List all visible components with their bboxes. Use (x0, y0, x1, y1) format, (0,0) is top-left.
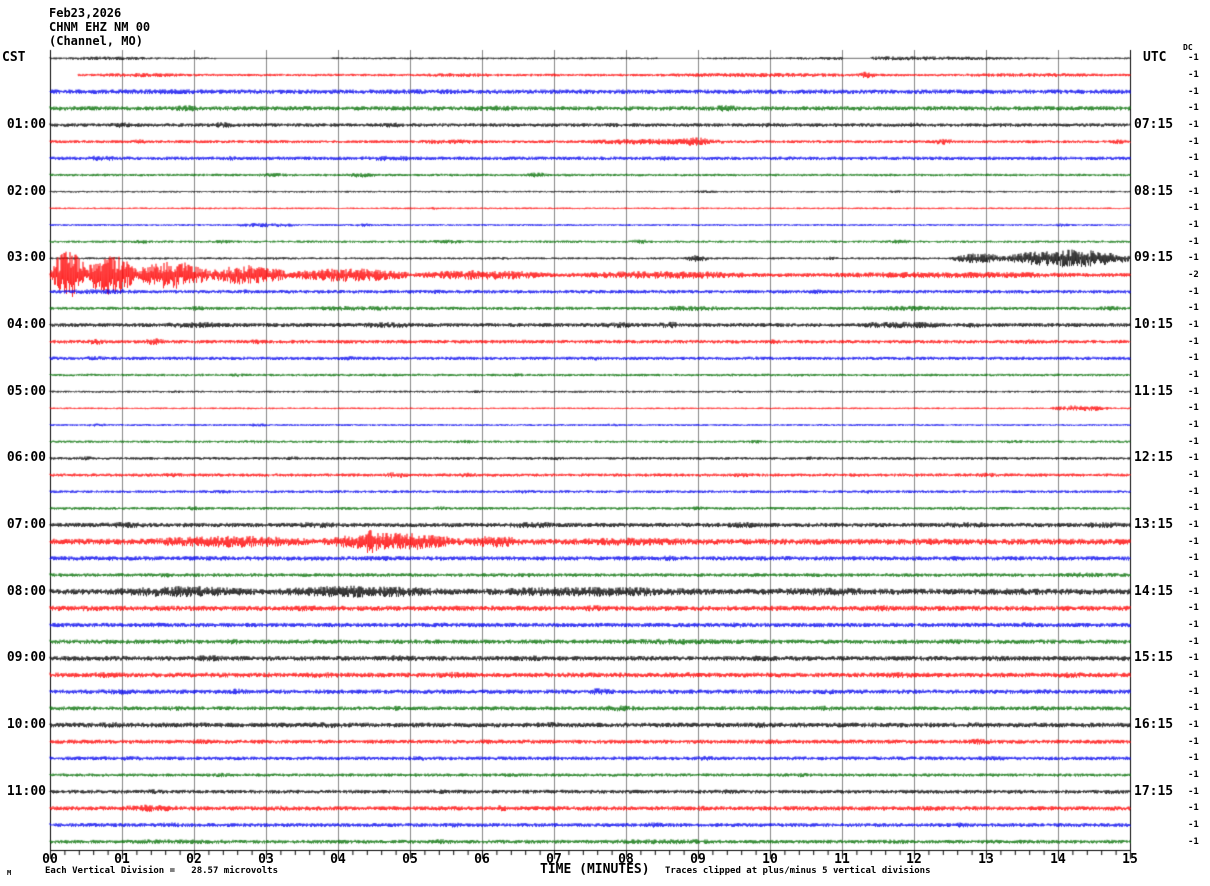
header-location: (Channel, MO) (49, 34, 143, 48)
x-axis-title: TIME (MINUTES) (540, 862, 650, 877)
x-tick-label: 12 (906, 852, 922, 867)
x-tick-label: 04 (330, 852, 346, 867)
right-time-label: 17:15 (1134, 784, 1174, 799)
dc-value: -1 (1188, 520, 1199, 530)
right-time-label: 14:15 (1134, 584, 1174, 599)
x-tick-label: 14 (1050, 852, 1066, 867)
dc-value: -1 (1188, 403, 1199, 413)
dc-header-label: DC (1183, 43, 1193, 52)
dc-value: -1 (1188, 170, 1199, 180)
dc-value: -1 (1188, 370, 1199, 380)
dc-value: -1 (1188, 703, 1199, 713)
left-time-label: 11:00 (6, 784, 46, 799)
scale-note: Each Vertical Division = 28.57 microvolt… (45, 866, 278, 876)
dc-value: -1 (1188, 503, 1199, 513)
x-tick-label: 00 (42, 852, 58, 867)
left-time-label: 07:00 (6, 517, 46, 532)
dc-value: -1 (1188, 453, 1199, 463)
dc-value: -1 (1188, 120, 1199, 130)
dc-value: -1 (1188, 487, 1199, 497)
x-tick-label: 13 (978, 852, 994, 867)
dc-value: -1 (1188, 653, 1199, 663)
dc-value: -1 (1188, 53, 1199, 63)
dc-value: -1 (1188, 337, 1199, 347)
left-time-label: 03:00 (6, 250, 46, 265)
dc-value: -1 (1188, 787, 1199, 797)
x-tick-label: 09 (690, 852, 706, 867)
header-station: CHNM EHZ NM 00 (49, 20, 151, 34)
dc-value: -1 (1188, 87, 1199, 97)
dc-value: -1 (1188, 187, 1199, 197)
x-tick-label: 08 (618, 852, 634, 867)
dc-value: -1 (1188, 437, 1199, 447)
dc-value: -1 (1188, 670, 1199, 680)
left-time-label: 10:00 (6, 717, 46, 732)
dc-value: -1 (1188, 753, 1199, 763)
left-time-label: 02:00 (6, 184, 46, 199)
dc-value: -1 (1188, 770, 1199, 780)
dc-value: -1 (1188, 553, 1199, 563)
right-time-label: 12:15 (1134, 450, 1174, 465)
x-tick-label: 06 (474, 852, 490, 867)
left-time-label: 04:00 (6, 317, 46, 332)
dc-value: -1 (1188, 820, 1199, 830)
dc-value: -1 (1188, 103, 1199, 113)
right-time-label: 13:15 (1134, 517, 1174, 532)
right-timezone-label: UTC (1143, 50, 1167, 65)
x-tick-label: 03 (258, 852, 274, 867)
dc-value: -1 (1188, 587, 1199, 597)
dc-value: -1 (1188, 803, 1199, 813)
header-date: Feb23,2026 (49, 6, 122, 20)
dc-value: -1 (1188, 320, 1199, 330)
x-tick-label: 01 (114, 852, 130, 867)
dc-value: -1 (1188, 537, 1199, 547)
dc-value: -1 (1188, 470, 1199, 480)
dc-value: -1 (1188, 203, 1199, 213)
dc-value: -1 (1188, 220, 1199, 230)
dc-value: -1 (1188, 303, 1199, 313)
right-time-label: 15:15 (1134, 650, 1174, 665)
x-tick-label: 02 (186, 852, 202, 867)
left-time-label: 09:00 (6, 650, 46, 665)
left-time-label: 06:00 (6, 450, 46, 465)
dc-value: -1 (1188, 570, 1199, 580)
dc-value: -1 (1188, 420, 1199, 430)
right-time-label: 09:15 (1134, 250, 1174, 265)
dc-value: -1 (1188, 720, 1199, 730)
x-tick-label: 10 (762, 852, 778, 867)
dc-value: -1 (1188, 237, 1199, 247)
x-tick-label: 07 (546, 852, 562, 867)
x-tick-label: 05 (402, 852, 418, 867)
left-time-label: 05:00 (6, 384, 46, 399)
left-time-label: 08:00 (6, 584, 46, 599)
dc-value: -1 (1188, 620, 1199, 630)
clip-note: Traces clipped at plus/minus 5 vertical … (665, 866, 931, 876)
dc-value: -1 (1188, 153, 1199, 163)
dc-value: -1 (1188, 253, 1199, 263)
dc-value: -1 (1188, 837, 1199, 847)
dc-value: -1 (1188, 287, 1199, 297)
right-time-label: 11:15 (1134, 384, 1174, 399)
corner-mark: M (7, 869, 12, 877)
dc-value: -1 (1188, 353, 1199, 363)
x-tick-label: 11 (834, 852, 850, 867)
right-time-label: 10:15 (1134, 317, 1174, 332)
dc-value: -1 (1188, 70, 1199, 80)
dc-value: -1 (1188, 687, 1199, 697)
right-time-label: 16:15 (1134, 717, 1174, 732)
left-timezone-label: CST (2, 50, 26, 65)
left-time-label: 01:00 (6, 117, 46, 132)
right-time-label: 07:15 (1134, 117, 1174, 132)
dc-value: -1 (1188, 637, 1199, 647)
dc-value: -1 (1188, 387, 1199, 397)
dc-value: -1 (1188, 737, 1199, 747)
dc-value: -1 (1188, 603, 1199, 613)
dc-value: -1 (1188, 137, 1199, 147)
right-time-label: 08:15 (1134, 184, 1174, 199)
dc-value: -2 (1188, 270, 1199, 280)
x-tick-label: 15 (1122, 852, 1138, 867)
